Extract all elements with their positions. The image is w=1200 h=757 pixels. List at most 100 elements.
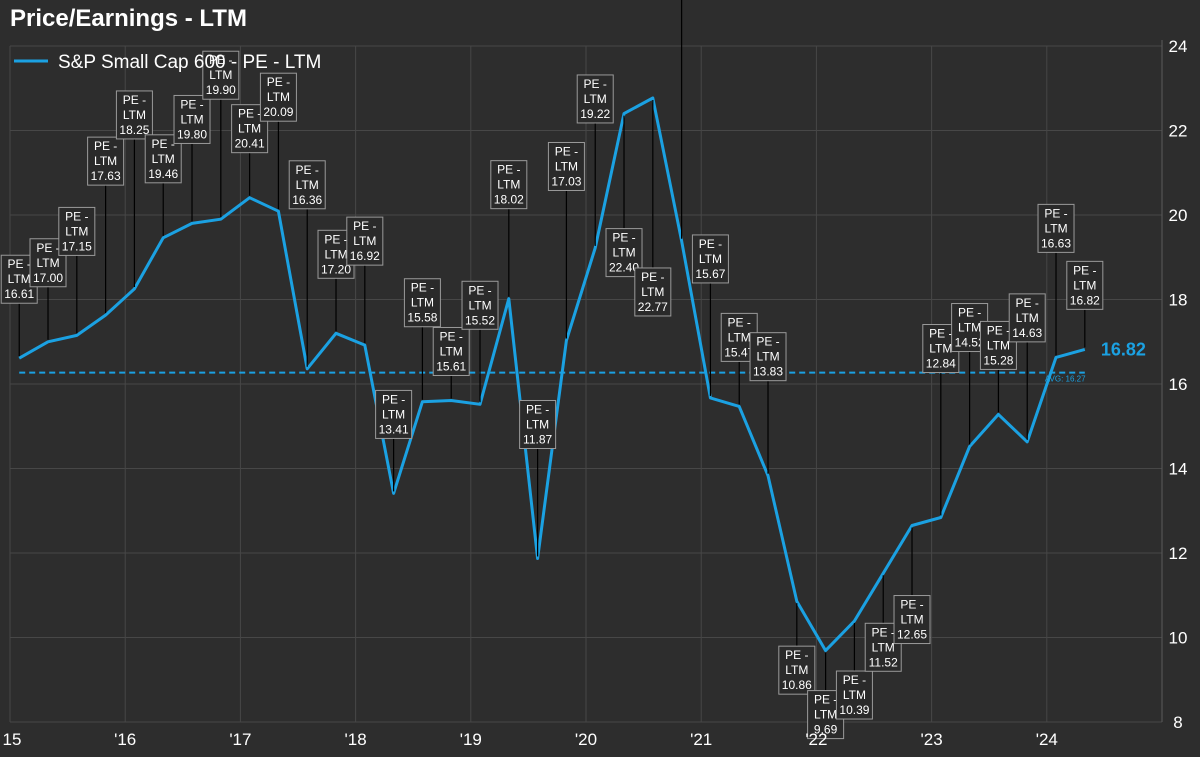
data-label-text: PE -	[36, 241, 59, 255]
x-tick-label: '18	[345, 730, 367, 749]
last-value-label: 16.82	[1101, 339, 1146, 359]
data-value-label: 16.63	[1041, 236, 1071, 250]
data-label-text: PE -	[584, 77, 607, 91]
data-value-label: 14.63	[1012, 326, 1042, 340]
data-label-text: PE -	[411, 281, 434, 295]
data-value-label: 17.00	[33, 271, 63, 285]
data-value-label: 13.41	[379, 422, 409, 436]
data-label-text: LTM	[36, 256, 59, 270]
average-line-group: AVG: 16.27	[19, 371, 1086, 384]
label-box	[375, 389, 413, 439]
data-value-label: 18.25	[119, 123, 149, 137]
label-box	[87, 136, 125, 186]
y-tick-label: 14	[1169, 460, 1188, 479]
data-value-label: 15.61	[436, 359, 466, 373]
data-label-text: LTM	[468, 298, 491, 312]
data-label-text: LTM	[1044, 221, 1067, 235]
data-value-label: 19.46	[148, 167, 178, 181]
data-value-label: 15.28	[983, 353, 1013, 367]
data-label-text: LTM	[987, 338, 1010, 352]
data-label-text: PE -	[814, 693, 837, 707]
label-box	[432, 326, 470, 376]
label-box	[1066, 260, 1104, 310]
data-label-text: PE -	[497, 163, 520, 177]
data-label-text: LTM	[296, 178, 319, 192]
data-label-text: PE -	[440, 329, 463, 343]
label-box	[576, 74, 614, 124]
data-label-text: PE -	[526, 402, 549, 416]
y-tick-label: 18	[1169, 291, 1188, 310]
data-value-label: 17.20	[321, 262, 351, 276]
data-label-text: LTM	[555, 159, 578, 173]
data-label-text: LTM	[872, 640, 895, 654]
legend: S&P Small Cap 600 - PE - LTM	[14, 52, 321, 73]
x-tick-label: '17	[229, 730, 251, 749]
series-group: 16.82	[18, 96, 1146, 653]
data-label-text: LTM	[152, 152, 175, 166]
data-value-label: 12.84	[926, 357, 956, 371]
y-tick-label: 22	[1169, 122, 1188, 141]
data-value-label: 15.47	[724, 345, 754, 359]
data-value-label: 20.41	[235, 137, 265, 151]
data-value-label: 14.52	[955, 336, 985, 350]
data-label-text: LTM	[1073, 278, 1096, 292]
data-value-label: 11.52	[869, 655, 898, 669]
data-label-text: LTM	[785, 663, 808, 677]
data-value-label: 16.82	[1070, 293, 1100, 307]
data-label-text: LTM	[411, 296, 434, 310]
y-tick-label: 10	[1169, 629, 1188, 648]
data-label-text: LTM	[497, 178, 520, 192]
data-value-label: 11.87	[523, 432, 552, 446]
data-value-label: 17.15	[62, 239, 92, 253]
data-value-label: 10.86	[782, 678, 812, 692]
x-tick-label: '22	[805, 730, 827, 749]
label-box	[835, 670, 873, 720]
data-label-text: LTM	[843, 688, 866, 702]
data-label-text: LTM	[238, 122, 261, 136]
label-box	[288, 160, 326, 210]
data-label-text: LTM	[1016, 311, 1039, 325]
label-box	[58, 206, 96, 256]
series-line	[18, 96, 1086, 653]
label-box	[1008, 293, 1046, 343]
data-label-text: PE -	[324, 232, 347, 246]
data-label-text: PE -	[900, 598, 923, 612]
x-tick-label: '16	[114, 730, 136, 749]
label-box	[778, 645, 816, 695]
data-value-label: 10.39	[839, 703, 869, 717]
data-label-text: LTM	[440, 344, 463, 358]
data-label-text: PE -	[612, 231, 635, 245]
data-label-text: PE -	[468, 283, 491, 297]
data-label-text: LTM	[526, 417, 549, 431]
data-label-text: LTM	[612, 246, 635, 260]
data-label-text: PE -	[353, 219, 376, 233]
data-label-text: LTM	[353, 234, 376, 248]
data-label-text: PE -	[1016, 296, 1039, 310]
label-box	[519, 399, 557, 449]
data-label-text: PE -	[296, 163, 319, 177]
data-label-text: PE -	[123, 93, 146, 107]
data-label-text: LTM	[584, 92, 607, 106]
data-label-text: PE -	[65, 209, 88, 223]
